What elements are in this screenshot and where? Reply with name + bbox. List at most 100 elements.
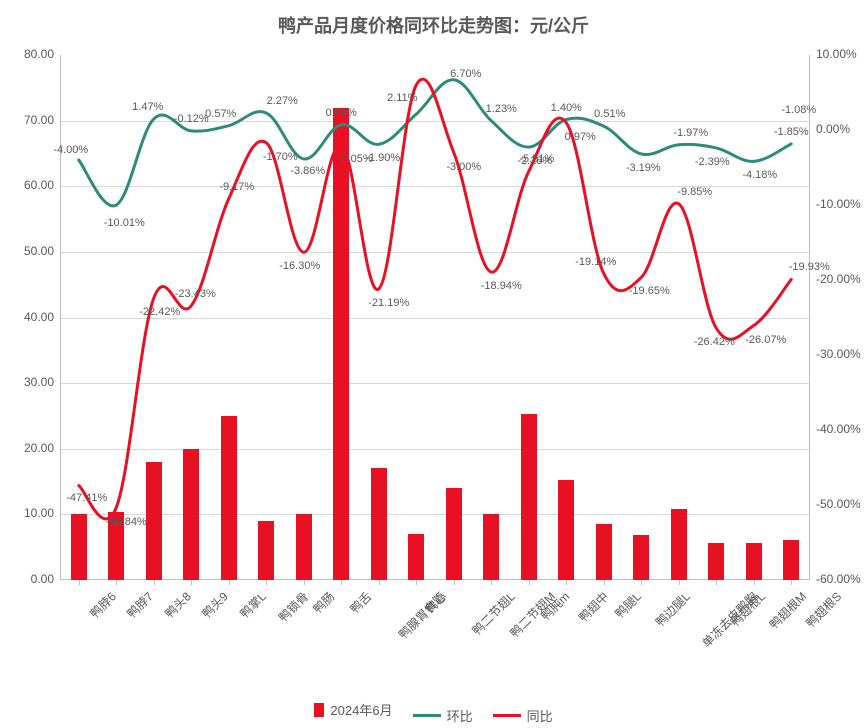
y-left-tick-label: 20.00 <box>10 441 54 455</box>
legend-label: 2024年6月 <box>330 700 392 719</box>
x-tick <box>604 580 605 585</box>
data-label-huanbi: 0.69% <box>326 107 357 119</box>
data-label-tongbi: -5.51% <box>519 153 554 165</box>
gridline <box>60 252 810 253</box>
y-left-tick-label: 10.00 <box>10 506 54 520</box>
legend-label: 环比 <box>447 706 473 725</box>
bar <box>558 480 574 580</box>
legend-item: 环比 <box>413 706 473 725</box>
bar <box>371 468 387 580</box>
data-label-tongbi: -2.05% <box>338 153 373 165</box>
x-category-label: 鸭翅根S <box>802 588 845 631</box>
x-category-label: 鸭翅根M <box>765 588 810 633</box>
x-category-label: 鸭掌L <box>236 588 270 622</box>
x-category-label: 鸭舌 <box>346 588 375 617</box>
legend: 2024年6月 环比 同比 <box>0 700 867 725</box>
data-label-huanbi: 0.57% <box>205 108 236 120</box>
y-left-tick-label: 0.00 <box>10 572 54 586</box>
x-category-label: 鸭锁骨 <box>275 588 312 625</box>
bar <box>708 543 724 580</box>
gridline <box>60 121 810 122</box>
data-label-huanbi: 1.23% <box>486 103 517 115</box>
data-label-huanbi: 1.47% <box>132 101 163 113</box>
x-tick <box>566 580 567 585</box>
data-label-huanbi: -4.18% <box>742 169 777 181</box>
data-label-huanbi: -2.39% <box>695 156 730 168</box>
legend-item: 2024年6月 <box>314 700 392 719</box>
data-label-tongbi: -19.65% <box>629 285 670 297</box>
gridline <box>60 383 810 384</box>
bar <box>71 514 87 580</box>
data-label-tongbi: -26.42% <box>694 336 735 348</box>
bar <box>633 535 649 580</box>
bar <box>296 514 312 580</box>
plot-border-left <box>60 55 61 580</box>
x-tick <box>491 580 492 585</box>
plot-area: -4.00%-10.01%1.47%-0.12%0.57%2.27%-3.86%… <box>60 55 810 580</box>
x-tick <box>529 580 530 585</box>
bar <box>258 521 274 580</box>
y-right-tick-label: -10.00% <box>816 197 861 211</box>
bar <box>446 488 462 580</box>
data-label-huanbi: -1.97% <box>673 127 708 139</box>
y-left-tick-label: 50.00 <box>10 244 54 258</box>
data-label-tongbi: -18.94% <box>481 280 522 292</box>
x-tick <box>641 580 642 585</box>
bar <box>333 108 349 581</box>
y-right-tick-label: 0.00% <box>816 122 850 136</box>
bar <box>146 462 162 580</box>
x-tick <box>304 580 305 585</box>
x-category-label: 鸭腿L <box>611 588 645 622</box>
data-label-huanbi: 2.27% <box>267 95 298 107</box>
y-right-tick-label: -30.00% <box>816 347 861 361</box>
y-left-tick-label: 80.00 <box>10 47 54 61</box>
y-right-tick-label: 10.00% <box>816 47 857 61</box>
y-left-tick-label: 40.00 <box>10 310 54 324</box>
plot-border-right <box>809 55 810 580</box>
bar <box>783 540 799 580</box>
x-category-label: 鸭头8 <box>161 588 195 622</box>
x-tick <box>229 580 230 585</box>
data-label-huanbi: 6.70% <box>450 68 481 80</box>
x-tick <box>341 580 342 585</box>
gridline <box>60 514 810 515</box>
data-label-huanbi: -4.00% <box>53 144 88 156</box>
bar <box>183 449 199 580</box>
x-tick <box>791 580 792 585</box>
x-tick <box>79 580 80 585</box>
legend-swatch-line <box>413 714 441 717</box>
y-right-tick-label: -60.00% <box>816 572 861 586</box>
x-tick <box>416 580 417 585</box>
x-tick <box>754 580 755 585</box>
bar <box>596 524 612 580</box>
data-label-tongbi: -26.07% <box>745 334 786 346</box>
bar <box>671 509 687 580</box>
x-tick <box>191 580 192 585</box>
plot-border-bottom <box>60 579 810 580</box>
data-label-huanbi: -1.85% <box>774 126 809 138</box>
x-category-label: 鸭脖7 <box>123 588 157 622</box>
x-category-label: 鸭翅中 <box>575 588 612 625</box>
x-tick <box>379 580 380 585</box>
x-tick <box>266 580 267 585</box>
data-label-tongbi: -1.70% <box>263 151 298 163</box>
x-category-label: 鸭脖6 <box>86 588 120 622</box>
bar <box>746 543 762 580</box>
y-left-tick-label: 60.00 <box>10 178 54 192</box>
x-category-label: 鸭肠 <box>309 588 338 617</box>
data-label-huanbi: -1.08% <box>781 104 816 116</box>
data-label-huanbi: -10.01% <box>104 217 145 229</box>
data-label-tongbi: -3.00% <box>446 161 481 173</box>
data-label-tongbi: 0.97% <box>565 131 596 143</box>
y-right-tick-label: -40.00% <box>816 422 861 436</box>
bar <box>521 414 537 580</box>
data-label-tongbi: -23.43% <box>175 288 216 300</box>
chart-container: 鸭产品月度价格同环比走势图：元/公斤-4.00%-10.01%1.47%-0.1… <box>0 0 867 728</box>
data-label-tongbi: -19.14% <box>575 256 616 268</box>
data-label-huanbi: 1.40% <box>551 102 582 114</box>
legend-label: 同比 <box>527 706 553 725</box>
data-label-huanbi: -0.12% <box>174 113 209 125</box>
y-right-tick-label: -20.00% <box>816 272 861 286</box>
y-right-tick-label: -50.00% <box>816 497 861 511</box>
data-label-tongbi: -16.30% <box>279 260 320 272</box>
